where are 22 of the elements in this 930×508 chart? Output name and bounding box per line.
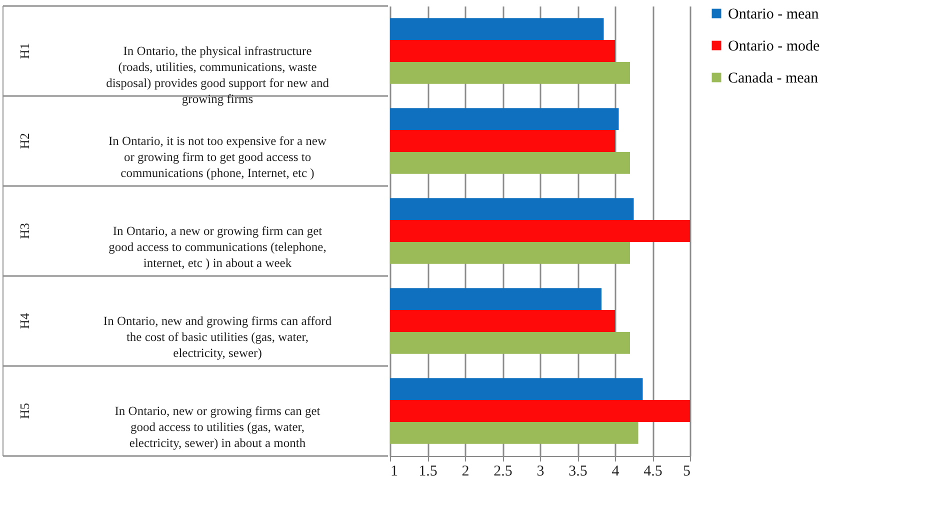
x-tick-label: 2 xyxy=(462,464,470,480)
x-tick-label: 4 xyxy=(612,464,620,480)
x-tick-label: 3 xyxy=(536,464,544,480)
text: H4 xyxy=(17,312,32,329)
legend-label: Ontario - mode xyxy=(728,38,820,54)
text: H3 xyxy=(17,223,32,239)
x-tick-label: 4.5 xyxy=(644,464,662,480)
y-tick-label: In Ontario, a new or growing firm can get good access to communications (telephone, internet, etc ) in about a week xyxy=(108,224,326,270)
x-tick-label: 5 xyxy=(683,464,690,480)
x-tick-label: 2.5 xyxy=(494,464,512,480)
x-tick-label: 1.5 xyxy=(418,464,438,480)
text: H5 xyxy=(17,403,32,419)
legend-label: Ontario - mean xyxy=(728,6,820,22)
x-tick-label: 3.5 xyxy=(568,464,588,480)
x-tick-label: 1 xyxy=(390,464,398,480)
y-tick-label: In Ontario, the physical infrastructure (roads, utilities, communications, waste disposal) provides good support for new and growing firms xyxy=(106,44,330,106)
y-tick-label: In Ontario, new or growing firms can get good access to utilities (gas, water, electricity, sewer) in about a month xyxy=(114,404,321,450)
y-tick-label: In Ontario, it is not too expensive for a new or growing firm to get good access to communications (phone, Internet, etc ) xyxy=(108,134,327,180)
y-tick-label: In Ontario, new and growing firms can afford the cost of basic utilities (gas, water, electricity, sewer) xyxy=(103,314,332,360)
text: H1 xyxy=(17,43,32,59)
text: H2 xyxy=(17,133,32,149)
legend-label: Canada - mean xyxy=(728,70,818,86)
